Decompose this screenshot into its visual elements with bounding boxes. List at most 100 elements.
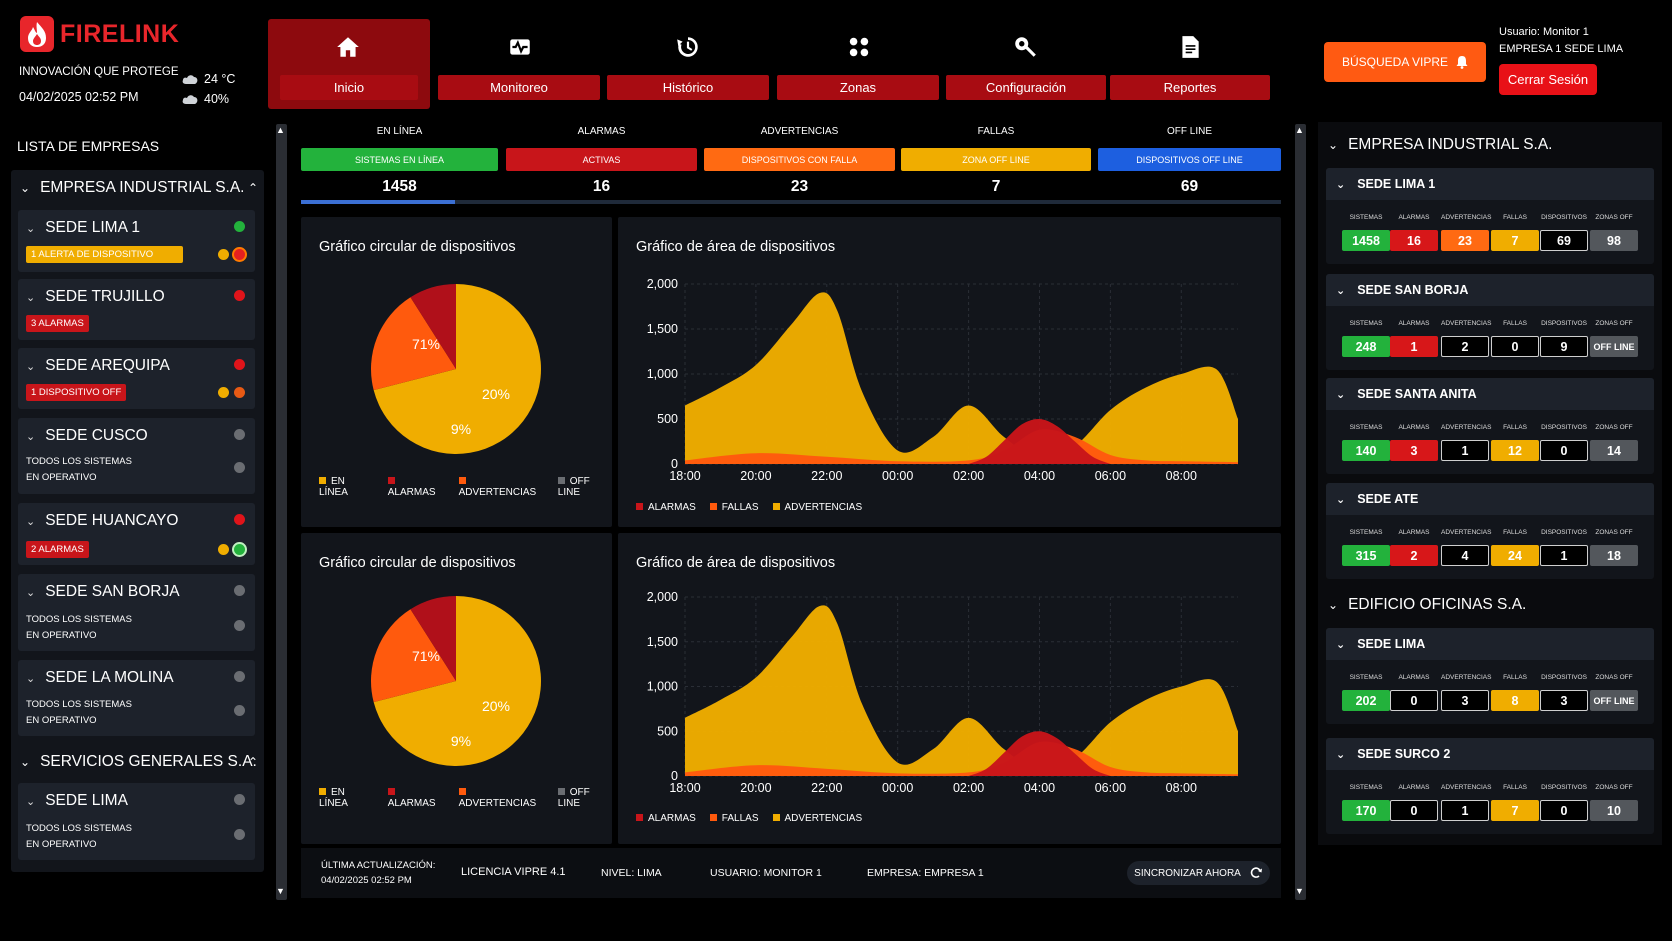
site-card[interactable]: ⌄ SEDE LA MOLINA TODOS LOS SISTEMAS EN OPE… xyxy=(18,660,255,736)
chevron-up-icon[interactable]: ⌃ xyxy=(247,755,258,769)
temperature-value: 24 °C xyxy=(204,72,236,86)
area-panel-2: Gráfico de área de dispositivos 18:00 20:… xyxy=(618,533,1281,844)
chevron-down-icon: ⌄ xyxy=(26,586,36,599)
chevron-down-icon: ⌄ xyxy=(1336,388,1346,401)
company-name: SERVICIOS GENERALES S.A. xyxy=(40,753,257,770)
kpi-bar: SISTEMAS EN LÍNEA xyxy=(301,148,498,171)
company-industrial[interactable]: ⌄ EMPRESA INDUSTRIAL S.A. ⌃ xyxy=(20,179,258,197)
monitor-icon[interactable] xyxy=(505,32,535,62)
legend-item: ADVERTENCIAS xyxy=(458,476,544,498)
vipre-search-button[interactable]: BÚSQUEDA VIPRE xyxy=(1324,42,1486,82)
scrollbar[interactable] xyxy=(276,124,287,900)
tab-configuracion[interactable]: Configuración xyxy=(946,75,1106,100)
user-company: EMPRESA 1 SEDE LIMA xyxy=(1499,43,1624,55)
x-tick-label: 02:00 xyxy=(953,469,984,483)
metric-cell: 0 xyxy=(1390,690,1438,711)
chevron-down-icon: ⌄ xyxy=(26,222,36,235)
site-name: SEDE LIMA xyxy=(1357,637,1426,651)
scroll-up-icon[interactable]: ▲ xyxy=(1295,125,1304,135)
cloud-icon xyxy=(182,95,198,104)
tab-historico[interactable]: Histórico xyxy=(607,75,769,100)
report-icon[interactable] xyxy=(1175,32,1205,62)
site-card[interactable]: ⌄ SEDE LIMA TODOS LOS SISTEMAS EN OPERATIV… xyxy=(18,783,255,860)
tab-reportes[interactable]: Reportes xyxy=(1110,75,1270,100)
site-card[interactable]: ⌄ SEDE TRUJILLO 3 ALARMAS xyxy=(18,279,255,340)
logout-button[interactable]: Cerrar Sesión xyxy=(1499,64,1597,95)
temperature: 24 °C xyxy=(182,72,235,86)
wrench-icon[interactable] xyxy=(1010,32,1040,62)
scroll-up-icon[interactable]: ▲ xyxy=(276,125,285,135)
legend-item: EN LÍNEA xyxy=(319,787,348,809)
status-dot xyxy=(234,387,245,398)
history-icon[interactable] xyxy=(673,32,703,62)
site-name: SEDE HUANCAYO xyxy=(45,512,179,529)
humidity-value: 40% xyxy=(204,92,230,106)
site-summary[interactable]: ⌄ SEDE LIMA SISTEMAS 202 ALARMAS 0 ADVERTENCIA… xyxy=(1326,628,1654,724)
y-tick-label: 0 xyxy=(671,769,678,783)
scroll-down-icon[interactable]: ▼ xyxy=(1295,886,1304,896)
metric-cell: 140 xyxy=(1342,440,1390,461)
site-card[interactable]: ⌄ SEDE AREQUIPA 1 DISPOSITIVO OFF xyxy=(18,348,255,409)
site-header[interactable]: ⌄ SEDE SANTA ANITA xyxy=(1326,378,1654,410)
column-header: SISTEMAS xyxy=(1349,674,1383,681)
area-panel-1: Gráfico de área de dispositivos 18:00 20:… xyxy=(618,217,1281,527)
home-icon[interactable] xyxy=(333,32,363,62)
scroll-down-icon[interactable]: ▼ xyxy=(276,886,285,896)
footer-bar: ÚLTIMA ACTUALIZACIÓN: 04/02/2025 02:52 PM… xyxy=(301,848,1281,898)
chevron-down-icon: ⌄ xyxy=(26,672,36,685)
tab-inicio[interactable]: Inicio xyxy=(280,75,418,100)
vipre-search-label: BÚSQUEDA VIPRE xyxy=(1341,55,1449,69)
tab-monitoreo[interactable]: Monitoreo xyxy=(438,75,600,100)
metric-cell: 248 xyxy=(1342,336,1390,357)
site-card[interactable]: ⌄ SEDE LIMA 1 1 ALERTA DE DISPOSITIVO xyxy=(18,210,255,272)
company-header[interactable]: ⌄ EMPRESA INDUSTRIAL S.A. xyxy=(1328,136,1552,154)
site-card[interactable]: ⌄ SEDE CUSCO TODOS LOS SISTEMAS EN OPERATI… xyxy=(18,418,255,494)
site-title: ⌄ SEDE HUANCAYO xyxy=(26,512,178,530)
status-dot xyxy=(218,544,229,555)
right-panel: ⌄ EMPRESA INDUSTRIAL S.A. ⌄ SEDE LIMA 1 SI… xyxy=(1318,122,1662,845)
scrollbar[interactable] xyxy=(1295,124,1306,900)
metric-cell: 0 xyxy=(1491,336,1539,357)
x-tick-label: 00:00 xyxy=(882,469,913,483)
company-header[interactable]: ⌄ EDIFICIO OFICINAS S.A. xyxy=(1328,596,1526,614)
pie-slice xyxy=(373,284,541,454)
chevron-up-icon[interactable]: ⌃ xyxy=(247,181,258,195)
site-header[interactable]: ⌄ SEDE SAN BORJA xyxy=(1326,274,1654,306)
site-name: SEDE SAN BORJA xyxy=(45,583,180,600)
x-tick-label: 06:00 xyxy=(1095,469,1126,483)
tab-zonas[interactable]: Zonas xyxy=(777,75,939,100)
column-header: ZONAS OFF xyxy=(1595,320,1633,327)
pie-slice-label: 20% xyxy=(482,698,510,714)
company-servicios[interactable]: ⌄ SERVICIOS GENERALES S.A. ⌃ xyxy=(20,753,258,771)
column-header: FALLAS xyxy=(1503,784,1527,791)
site-header[interactable]: ⌄ SEDE SURCO 2 xyxy=(1326,738,1654,770)
metric-cell: 24 xyxy=(1491,545,1539,566)
user-info: USUARIO: MONITOR 1 xyxy=(710,867,822,879)
site-header[interactable]: ⌄ SEDE LIMA xyxy=(1326,628,1654,660)
column-header: ZONAS OFF xyxy=(1595,529,1633,536)
site-header[interactable]: ⌄ SEDE LIMA 1 xyxy=(1326,168,1654,200)
site-card[interactable]: ⌄ SEDE SAN BORJA TODOS LOS SISTEMAS EN OPE… xyxy=(18,574,255,651)
site-summary[interactable]: ⌄ SEDE ATE SISTEMAS 315 ALARMAS 2 ADVERTENCIAS… xyxy=(1326,483,1654,579)
zones-icon[interactable] xyxy=(844,32,874,62)
pie-chart-title: Gráfico circular de dispositivos xyxy=(319,555,516,571)
sync-button[interactable]: SINCRONIZAR AHORA xyxy=(1127,861,1270,885)
site-summary[interactable]: ⌄ SEDE SURCO 2 SISTEMAS 170 ALARMAS 0 ADVERTEN… xyxy=(1326,738,1654,834)
metric-cell: 2 xyxy=(1390,545,1438,566)
site-name: SEDE CUSCO xyxy=(45,427,148,444)
site-header[interactable]: ⌄ SEDE ATE xyxy=(1326,483,1654,515)
legend-item: FALLAS xyxy=(709,813,759,824)
kpi-value: 16 xyxy=(592,178,611,195)
column-header: SISTEMAS xyxy=(1349,214,1383,221)
legend-item: ALARMAS xyxy=(387,476,445,498)
pie-slice xyxy=(373,596,541,766)
site-summary[interactable]: ⌄ SEDE LIMA 1 SISTEMAS 1458 ALARMAS 16 ADVERTE… xyxy=(1326,168,1654,264)
site-summary[interactable]: ⌄ SEDE SAN BORJA SISTEMAS 248 ALARMAS 1 ADVERT… xyxy=(1326,274,1654,370)
chevron-down-icon: ⌄ xyxy=(1336,493,1346,506)
status-dot xyxy=(234,221,245,232)
metric-cell: 18 xyxy=(1590,545,1638,566)
site-summary[interactable]: ⌄ SEDE SANTA ANITA SISTEMAS 140 ALARMAS 3 ADVE… xyxy=(1326,378,1654,474)
site-title: ⌄ SEDE TRUJILLO xyxy=(26,288,165,306)
site-card[interactable]: ⌄ SEDE HUANCAYO 2 ALARMAS xyxy=(18,503,255,565)
column-header: ADVERTENCIAS xyxy=(1441,784,1492,791)
